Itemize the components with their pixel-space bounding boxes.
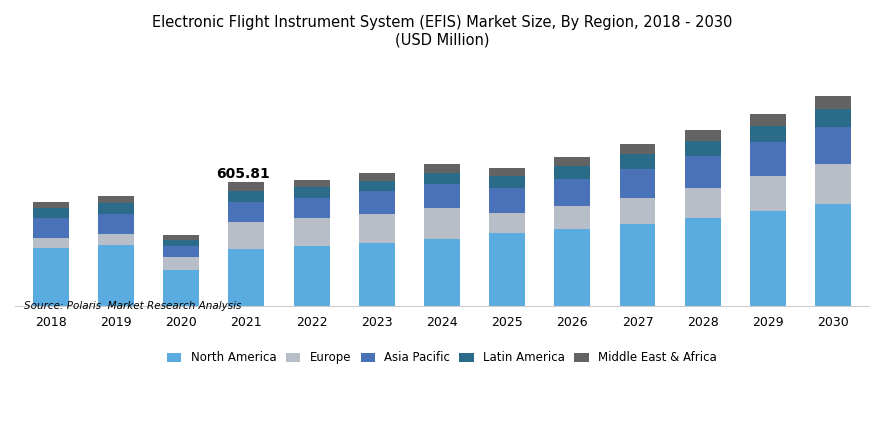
- Bar: [98, 234, 134, 245]
- Bar: [33, 238, 69, 248]
- Bar: [815, 96, 851, 109]
- Bar: [620, 169, 656, 198]
- Bar: [750, 176, 786, 211]
- Bar: [685, 218, 720, 306]
- Bar: [359, 181, 395, 192]
- Bar: [750, 125, 786, 142]
- Bar: [750, 142, 786, 176]
- Bar: [685, 156, 720, 188]
- Bar: [424, 208, 460, 238]
- Bar: [424, 238, 460, 306]
- Bar: [164, 270, 199, 306]
- Bar: [489, 167, 525, 176]
- Bar: [489, 233, 525, 306]
- Bar: [293, 187, 330, 198]
- Bar: [359, 173, 395, 181]
- Bar: [359, 192, 395, 214]
- Bar: [228, 191, 264, 202]
- Bar: [685, 141, 720, 156]
- Bar: [359, 214, 395, 243]
- Bar: [489, 188, 525, 213]
- Bar: [33, 208, 69, 218]
- Text: Source: Polaris  Market Research Analysis: Source: Polaris Market Research Analysis: [24, 301, 241, 311]
- Bar: [164, 246, 199, 257]
- Bar: [620, 154, 656, 169]
- Bar: [424, 184, 460, 208]
- Bar: [293, 246, 330, 306]
- Bar: [620, 144, 656, 154]
- Bar: [228, 202, 264, 222]
- Title: Electronic Flight Instrument System (EFIS) Market Size, By Region, 2018 - 2030
(: Electronic Flight Instrument System (EFI…: [152, 15, 732, 48]
- Bar: [33, 248, 69, 306]
- Bar: [489, 176, 525, 188]
- Bar: [164, 257, 199, 270]
- Bar: [228, 249, 264, 306]
- Bar: [98, 203, 134, 214]
- Bar: [554, 179, 591, 206]
- Bar: [359, 243, 395, 306]
- Bar: [293, 218, 330, 246]
- Bar: [164, 240, 199, 246]
- Bar: [98, 214, 134, 234]
- Bar: [228, 222, 264, 249]
- Bar: [33, 218, 69, 238]
- Bar: [554, 166, 591, 179]
- Bar: [750, 211, 786, 306]
- Bar: [750, 114, 786, 125]
- Bar: [424, 164, 460, 173]
- Bar: [815, 128, 851, 164]
- Bar: [554, 206, 591, 230]
- Bar: [554, 230, 591, 306]
- Bar: [815, 109, 851, 127]
- Bar: [164, 235, 199, 240]
- Bar: [293, 180, 330, 187]
- Bar: [98, 196, 134, 203]
- Bar: [293, 198, 330, 218]
- Bar: [424, 173, 460, 184]
- Bar: [228, 182, 264, 191]
- Bar: [685, 188, 720, 218]
- Bar: [98, 245, 134, 306]
- Bar: [620, 198, 656, 224]
- Bar: [815, 164, 851, 204]
- Legend: North America, Europe, Asia Pacific, Latin America, Middle East & Africa: North America, Europe, Asia Pacific, Lat…: [163, 347, 721, 369]
- Bar: [685, 130, 720, 141]
- Bar: [33, 202, 69, 208]
- Bar: [815, 204, 851, 306]
- Bar: [489, 213, 525, 233]
- Text: 605.81: 605.81: [217, 167, 270, 181]
- Bar: [554, 157, 591, 166]
- Bar: [620, 224, 656, 306]
